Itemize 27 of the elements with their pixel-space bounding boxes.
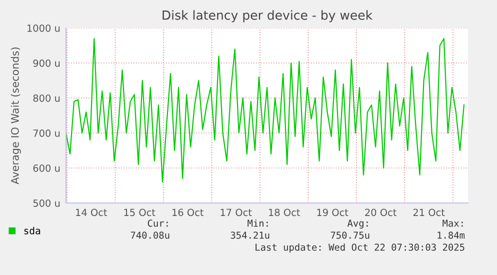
text: Max: — [442, 220, 463, 227]
legend-label: sda — [24, 226, 40, 234]
y-tick-label: 500 u — [33, 199, 60, 207]
x-tick-label: 17 Oct — [220, 208, 252, 216]
y-tick-label: 600 u — [33, 164, 60, 172]
y-axis-title: Average IO Wait (seconds) — [10, 48, 21, 184]
line-series — [66, 38, 465, 183]
x-tick-label: 20 Oct — [365, 208, 396, 216]
chart-title: Disk latency per device - by week — [162, 10, 373, 22]
text: Avg: — [347, 220, 368, 229]
x-tick-label: 21 Oct — [413, 208, 445, 216]
x-tick-label: 16 Oct — [172, 208, 204, 216]
x-tick-label: 14 Oct — [76, 208, 108, 216]
text: Cur: — [148, 220, 168, 227]
y-tick-label: 900 u — [33, 59, 60, 67]
text: 354.21u — [230, 232, 270, 239]
y-tick-label: 800 u — [33, 94, 60, 102]
text: Min: — [248, 219, 268, 227]
text: 750.75u — [330, 232, 370, 239]
text: Last update: Wed Oct 22 07:30:03 2025 — [256, 243, 464, 253]
y-tick-label: 1000 u — [28, 24, 60, 32]
y-tick-label: 700 u — [33, 129, 60, 137]
x-tick-label: 15 Oct — [124, 208, 156, 216]
text: 740.08u — [130, 232, 170, 239]
text: 1.84m — [438, 232, 465, 239]
x-tick-label: 18 Oct — [269, 208, 300, 216]
x-tick-label: 19 Oct — [317, 208, 348, 216]
